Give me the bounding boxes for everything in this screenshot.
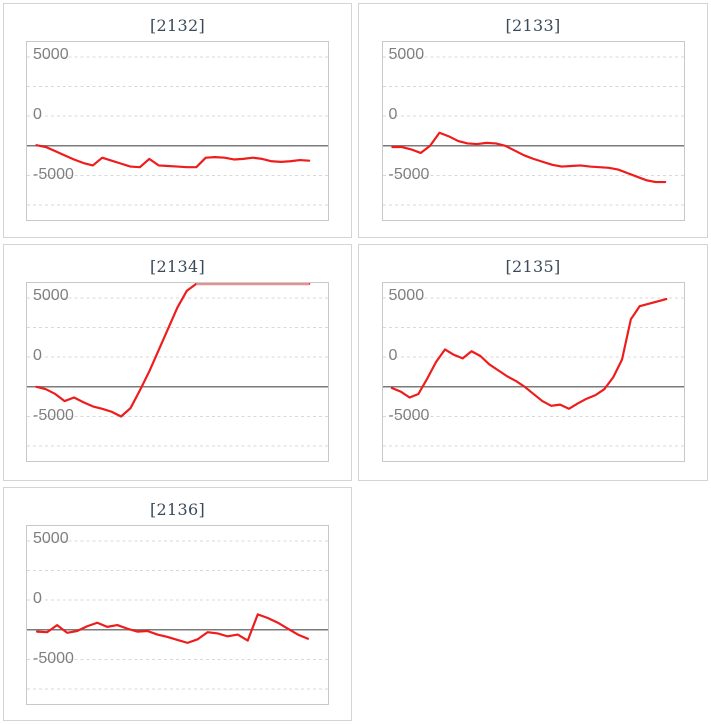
data-line [35, 144, 311, 169]
panel-title: [2136] [149, 500, 205, 519]
panel-title: [2134] [149, 257, 205, 276]
data-line [390, 297, 667, 410]
plot-canvas [27, 56, 328, 206]
panel-title: [2132] [149, 16, 205, 35]
chart-panel: [2134] 5000 0 -5000 [3, 244, 352, 481]
chart-panel: [2132] 5000 0 -5000 [3, 3, 352, 238]
data-line [390, 131, 666, 184]
panel-title: [2135] [505, 257, 561, 276]
plot-canvas [27, 283, 328, 447]
plot-canvas [27, 540, 328, 690]
panel-title: [2133] [505, 16, 561, 35]
chart-panel: [2133] 5000 0 -5000 [358, 3, 708, 238]
data-line [35, 283, 311, 418]
plot-canvas [382, 56, 684, 206]
plot-area: 5000 0 -5000 [381, 41, 685, 221]
empty-cell [358, 487, 708, 721]
plot-canvas [382, 297, 684, 447]
plot-area: 5000 0 -5000 [26, 525, 329, 705]
data-line [35, 613, 310, 644]
chart-panel: [2136] 5000 0 -5000 [3, 487, 352, 721]
plot-area: 5000 0 -5000 [26, 41, 329, 221]
chart-panel: [2135] 5000 0 -5000 [358, 244, 708, 481]
plot-area: 5000 0 -5000 [381, 282, 685, 462]
plot-area: 5000 0 -5000 [26, 282, 329, 462]
